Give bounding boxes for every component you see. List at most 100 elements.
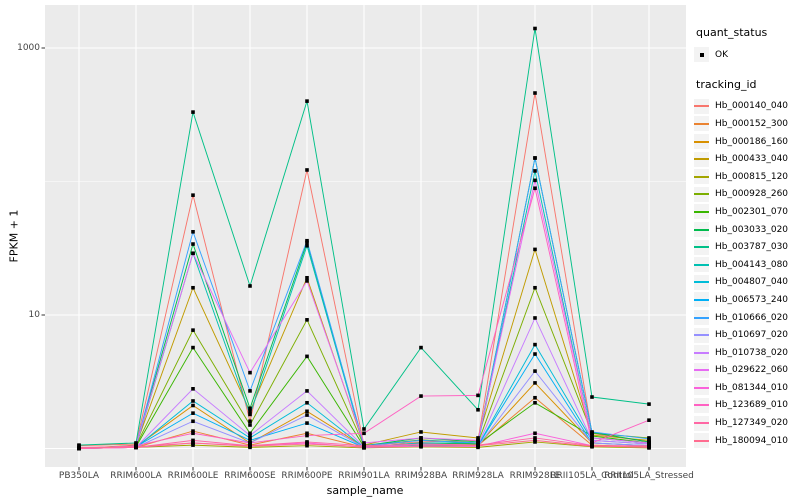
data-point — [248, 423, 252, 427]
y-tick-label: 1000 — [17, 42, 40, 53]
x-tick-label: PB350LA — [58, 471, 100, 481]
series-line-key-icon — [694, 222, 709, 238]
x-axis-title: sample_name — [326, 484, 404, 497]
data-point — [191, 419, 195, 424]
data-point — [305, 168, 309, 172]
legend-item-Hb_127349_020: Hb_127349_020 — [694, 414, 800, 432]
series-line-key-icon — [694, 257, 709, 273]
legend-item-Hb_004143_080: Hb_004143_080 — [694, 256, 800, 274]
x-tick-label: RRII105LA_Stressed — [604, 471, 694, 481]
data-point — [533, 381, 537, 385]
legend: quant_status OK tracking_id Hb_000140_04… — [694, 26, 800, 449]
x-tick-label: RRIM600LE — [167, 471, 219, 481]
data-point — [305, 318, 309, 322]
legend-item-label: Hb_010666_020 — [715, 312, 789, 323]
legend-item-Hb_180094_010: Hb_180094_010 — [694, 432, 800, 450]
legend-item-label: Hb_000928_260 — [715, 189, 789, 200]
data-point — [305, 275, 309, 280]
series-line-key-icon — [694, 380, 709, 396]
legend-item-ok: OK — [694, 46, 800, 64]
x-tick-label: RRIM600LA — [110, 471, 162, 481]
data-point — [305, 279, 309, 283]
legend-item-label: Hb_000152_300 — [715, 118, 789, 129]
series-line-key-icon — [694, 151, 709, 167]
data-point — [191, 193, 195, 197]
x-tick-label: RRIM600PE — [281, 471, 333, 481]
legend-item-label: Hb_127349_020 — [715, 418, 789, 429]
data-point — [419, 438, 423, 443]
data-point — [305, 442, 309, 446]
data-point — [248, 433, 252, 438]
legend-item-Hb_000152_300: Hb_000152_300 — [694, 115, 800, 133]
series-line-key-icon — [694, 239, 709, 255]
legend-item-Hb_003787_030: Hb_003787_030 — [694, 238, 800, 256]
x-tick-label: RRIM928LE — [509, 471, 561, 481]
legend-title-quant-status: quant_status — [696, 26, 768, 39]
data-point — [305, 431, 309, 436]
data-point — [305, 243, 309, 248]
series-line-key-icon — [694, 134, 709, 150]
data-point — [419, 443, 423, 448]
series-line-key-icon — [694, 345, 709, 361]
data-point — [191, 431, 195, 436]
data-point — [533, 26, 537, 31]
data-point — [533, 342, 537, 347]
data-point — [533, 400, 537, 405]
legend-item-Hb_000186_160: Hb_000186_160 — [694, 133, 800, 151]
data-point — [590, 444, 594, 449]
legend-item-Hb_029622_060: Hb_029622_060 — [694, 362, 800, 380]
legend-item-label: Hb_081344_010 — [715, 382, 789, 393]
legend-item-Hb_000815_120: Hb_000815_120 — [694, 168, 800, 186]
data-point — [647, 441, 651, 445]
series-line-key-icon — [694, 204, 709, 220]
data-point — [248, 436, 252, 440]
legend-item-Hb_002301_070: Hb_002301_070 — [694, 203, 800, 221]
legend-item-Hb_000928_260: Hb_000928_260 — [694, 186, 800, 204]
data-point — [419, 394, 423, 398]
legend-item-Hb_000140_040: Hb_000140_040 — [694, 98, 800, 116]
series-line-key-icon — [694, 310, 709, 326]
series-line-key-icon — [694, 116, 709, 132]
data-point — [248, 431, 252, 436]
data-point — [419, 430, 423, 434]
data-point — [476, 438, 480, 443]
data-point — [191, 411, 195, 415]
legend-item-Hb_003033_020: Hb_003033_020 — [694, 221, 800, 239]
legend-item-label: Hb_180094_010 — [715, 435, 789, 446]
data-point — [248, 412, 252, 417]
legend-tracking-items: Hb_000140_040 Hb_000152_300 Hb_000186_160 H… — [694, 98, 800, 450]
data-point — [590, 395, 594, 399]
data-point — [476, 393, 480, 398]
x-tick-label: RRII105LA_Control — [550, 471, 634, 481]
series-line-key-icon — [694, 397, 709, 413]
point-key-icon — [694, 47, 709, 63]
legend-item-label: Hb_000815_120 — [715, 171, 789, 182]
data-point — [248, 441, 252, 445]
data-point — [533, 369, 537, 373]
legend-item-Hb_000433_040: Hb_000433_040 — [694, 150, 800, 168]
legend-item-label: Hb_004807_040 — [715, 277, 789, 288]
data-point — [191, 328, 195, 332]
data-point — [476, 407, 480, 412]
data-point — [419, 345, 423, 350]
data-point — [305, 409, 309, 414]
data-point — [305, 389, 309, 393]
legend-item-label: Hb_003033_020 — [715, 224, 789, 235]
data-point — [134, 441, 138, 445]
data-point — [191, 242, 195, 246]
data-point — [191, 443, 195, 447]
data-point — [419, 436, 423, 440]
data-point — [590, 430, 594, 434]
data-point — [191, 345, 195, 350]
legend-item-label: Hb_006573_240 — [715, 294, 789, 305]
data-point — [533, 247, 537, 252]
data-point — [248, 419, 252, 424]
data-point — [191, 399, 195, 403]
data-point — [647, 418, 651, 422]
legend-item-Hb_081344_010: Hb_081344_010 — [694, 379, 800, 397]
data-point — [362, 444, 366, 449]
legend-item-label: Hb_002301_070 — [715, 206, 789, 217]
series-line-key-icon — [694, 169, 709, 185]
legend-item-Hb_010666_020: Hb_010666_020 — [694, 309, 800, 327]
